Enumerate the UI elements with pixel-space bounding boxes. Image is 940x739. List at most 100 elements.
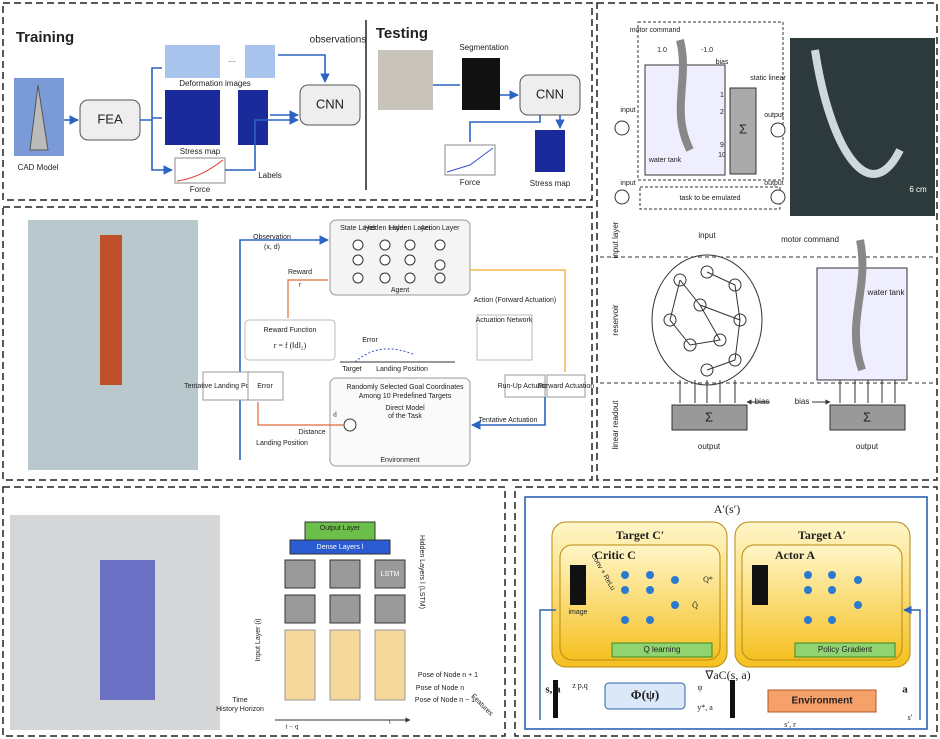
label: Segmentation <box>459 43 508 52</box>
label: output <box>856 442 879 451</box>
shape <box>811 49 904 178</box>
shape <box>352 272 364 284</box>
title: Training <box>16 29 74 46</box>
label: Actor A <box>775 548 815 562</box>
shape <box>284 594 316 624</box>
label: Policy Gradient <box>818 645 873 654</box>
label: 10 <box>718 152 726 159</box>
label: Distance <box>298 429 325 436</box>
label: 2 <box>720 109 724 116</box>
panel-a: Training CAD Model FEA ... Deformation i… <box>14 20 581 194</box>
label: bias <box>795 397 810 406</box>
label: output <box>698 442 721 451</box>
shape <box>284 629 406 701</box>
shape <box>329 629 361 701</box>
sum-box <box>671 404 748 431</box>
label: Agent <box>391 287 409 294</box>
title: Testing <box>376 25 428 42</box>
label: observations <box>310 35 367 46</box>
robot <box>100 560 155 700</box>
label: bias <box>716 59 729 66</box>
label: CNN <box>316 96 344 111</box>
label: Reward Function <box>264 327 317 334</box>
label: r = f (‖d‖₂) <box>274 341 307 350</box>
label: d <box>333 411 337 419</box>
panel-c: State Layer Hidden Layer Hidden Layer Ac… <box>28 219 594 470</box>
label: task to be emulated <box>679 195 740 202</box>
shape <box>646 616 654 624</box>
label: A′(s′) <box>714 502 741 516</box>
box <box>794 642 896 658</box>
shape <box>278 54 330 83</box>
box <box>559 544 721 661</box>
layer <box>289 539 391 555</box>
shape <box>646 586 654 594</box>
label: z p,q <box>572 681 588 690</box>
label: Σ <box>863 409 871 424</box>
shape <box>100 235 122 385</box>
label: water tank <box>867 288 906 297</box>
shape <box>374 594 406 624</box>
shape <box>770 189 786 205</box>
shape <box>669 271 741 371</box>
shape <box>539 610 921 720</box>
label: Action (Forward Actuation) <box>474 297 556 304</box>
label: Deformation images <box>179 79 251 88</box>
label: Randomly Selected Goal Coordinates <box>346 384 464 391</box>
label: Environment <box>380 457 419 464</box>
label: Σ <box>739 121 747 136</box>
label: 1.0 <box>657 47 667 54</box>
shape <box>352 254 364 266</box>
shape <box>854 601 862 609</box>
label: s′ <box>908 713 913 722</box>
shape <box>804 616 812 624</box>
shape <box>854 576 862 584</box>
label: output <box>764 112 784 119</box>
image <box>535 130 565 172</box>
shape <box>343 418 357 432</box>
label: t <box>389 718 391 726</box>
label: linear readout <box>611 400 620 450</box>
label: Σ <box>705 409 713 424</box>
image <box>462 58 500 110</box>
label: LSTM <box>381 571 400 578</box>
shape <box>524 496 928 730</box>
shape <box>621 586 629 594</box>
shape <box>352 239 446 284</box>
label: History Horizon <box>216 706 264 713</box>
shape <box>374 629 406 701</box>
label: Observation <box>253 234 291 241</box>
shape <box>671 576 679 584</box>
shape <box>621 571 862 624</box>
shape <box>676 39 694 152</box>
shape <box>329 594 361 624</box>
label: Landing Position <box>256 440 308 447</box>
label: static linear <box>750 75 786 82</box>
box <box>519 74 581 116</box>
shape <box>352 239 364 251</box>
shape <box>379 272 391 284</box>
shape <box>471 397 546 430</box>
image <box>165 90 220 145</box>
label: Features <box>470 693 495 718</box>
box <box>244 319 336 361</box>
shape <box>284 559 316 589</box>
sum-box <box>729 87 757 175</box>
label: Tentative Actuation <box>479 417 538 424</box>
label: Among 10 Predefined Targets <box>359 393 452 400</box>
panel-border <box>596 2 938 481</box>
label: Environment <box>791 696 853 707</box>
label: Labels <box>258 171 282 180</box>
shape <box>379 254 391 266</box>
shape <box>621 571 629 579</box>
label: Actuation Network <box>476 317 533 324</box>
label: Output Layer <box>320 525 361 532</box>
label: input <box>620 107 635 114</box>
label: 9 <box>720 142 724 149</box>
label: Critic C <box>594 548 636 562</box>
label: ∇aC(s, a) <box>704 668 750 682</box>
label: of the Task <box>388 413 422 420</box>
shape <box>614 189 630 205</box>
shape <box>446 147 494 173</box>
shape <box>329 559 361 589</box>
